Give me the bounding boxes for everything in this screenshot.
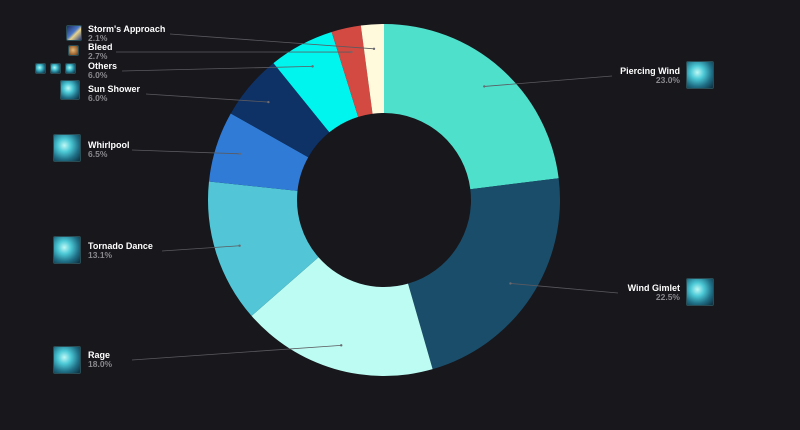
- slice-percent: 2.1%: [88, 33, 108, 43]
- leader-dot-rage: [340, 344, 343, 347]
- others-icon: [50, 63, 61, 74]
- tornado-dance-icon: [53, 236, 81, 264]
- label-bleed: Bleed 2.7%: [88, 42, 113, 61]
- leader-line-wind-gimlet: [510, 283, 619, 294]
- slice-label: Whirlpool: [88, 140, 130, 150]
- storms-approach-icon: [66, 25, 82, 41]
- label-rage: Rage 18.0%: [88, 350, 112, 369]
- leader-line-others: [121, 65, 313, 72]
- label-sun-shower: Sun Shower 6.0%: [88, 84, 140, 103]
- slice-others[interactable]: [273, 31, 359, 133]
- slice-sun-shower[interactable]: [230, 63, 330, 158]
- leader-dot-tornado-dance: [238, 244, 241, 247]
- slice-whirlpool[interactable]: [208, 113, 309, 191]
- slice-percent: 2.7%: [88, 51, 108, 61]
- others-icon: [35, 63, 46, 74]
- leader-dot-bleed: [350, 50, 353, 54]
- slice-label: Storm's Approach: [88, 24, 166, 34]
- leader-dot-whirlpool: [238, 152, 241, 156]
- slice-percent: 6.0%: [88, 70, 108, 80]
- leader-dot-wind-gimlet: [509, 282, 512, 285]
- leader-line-rage: [131, 344, 342, 361]
- slice-storm-s-approach[interactable]: [360, 24, 384, 114]
- label-storm-s-approach: Storm's Approach 2.1%: [88, 24, 165, 43]
- leader-line-storm-s-approach: [169, 33, 375, 50]
- leader-dot-others: [311, 65, 314, 68]
- piercing-wind-icon: [686, 61, 714, 89]
- leader-dot-storm-s-approach: [372, 47, 376, 51]
- slice-label: Sun Shower: [88, 84, 141, 94]
- leader-line-tornado-dance: [161, 245, 240, 252]
- slice-rage[interactable]: [251, 257, 433, 377]
- others-icon: [65, 63, 76, 74]
- slice-percent: 23.0%: [655, 75, 680, 85]
- slice-percent: 22.5%: [655, 292, 680, 302]
- slice-tornado-dance[interactable]: [208, 181, 319, 316]
- slice-label: Piercing Wind: [620, 66, 680, 76]
- bleed-icon: [68, 45, 79, 56]
- slice-label: Tornado Dance: [88, 241, 153, 251]
- wind-gimlet-icon: [686, 278, 714, 306]
- leader-line-sun-shower: [145, 93, 269, 103]
- leader-dot-piercing-wind: [483, 85, 486, 88]
- slice-label: Others: [88, 61, 118, 71]
- whirlpool-icon: [53, 134, 81, 162]
- leader-dot-sun-shower: [267, 100, 270, 104]
- leader-line-piercing-wind: [484, 75, 613, 87]
- slice-percent: 18.0%: [88, 359, 113, 369]
- label-wind-gimlet: Wind Gimlet 22.5%: [628, 283, 680, 302]
- slice-label: Rage: [88, 350, 111, 360]
- label-piercing-wind: Piercing Wind 23.0%: [620, 66, 680, 85]
- label-tornado-dance: Tornado Dance 13.1%: [88, 241, 153, 260]
- slice-percent: 6.0%: [88, 93, 108, 103]
- slice-percent: 6.5%: [88, 149, 108, 159]
- label-others: Others 6.0%: [88, 61, 117, 80]
- leader-line-whirlpool: [131, 149, 240, 155]
- label-whirlpool: Whirlpool 6.5%: [88, 140, 130, 159]
- slice-percent: 13.1%: [88, 250, 113, 260]
- slice-bleed[interactable]: [331, 25, 373, 117]
- slice-label: Wind Gimlet: [627, 283, 680, 293]
- rage-icon: [53, 346, 81, 374]
- sun-shower-icon: [60, 80, 80, 100]
- slice-label: Bleed: [88, 42, 113, 52]
- slice-wind-gimlet[interactable]: [408, 178, 560, 370]
- slice-piercing-wind[interactable]: [384, 24, 559, 190]
